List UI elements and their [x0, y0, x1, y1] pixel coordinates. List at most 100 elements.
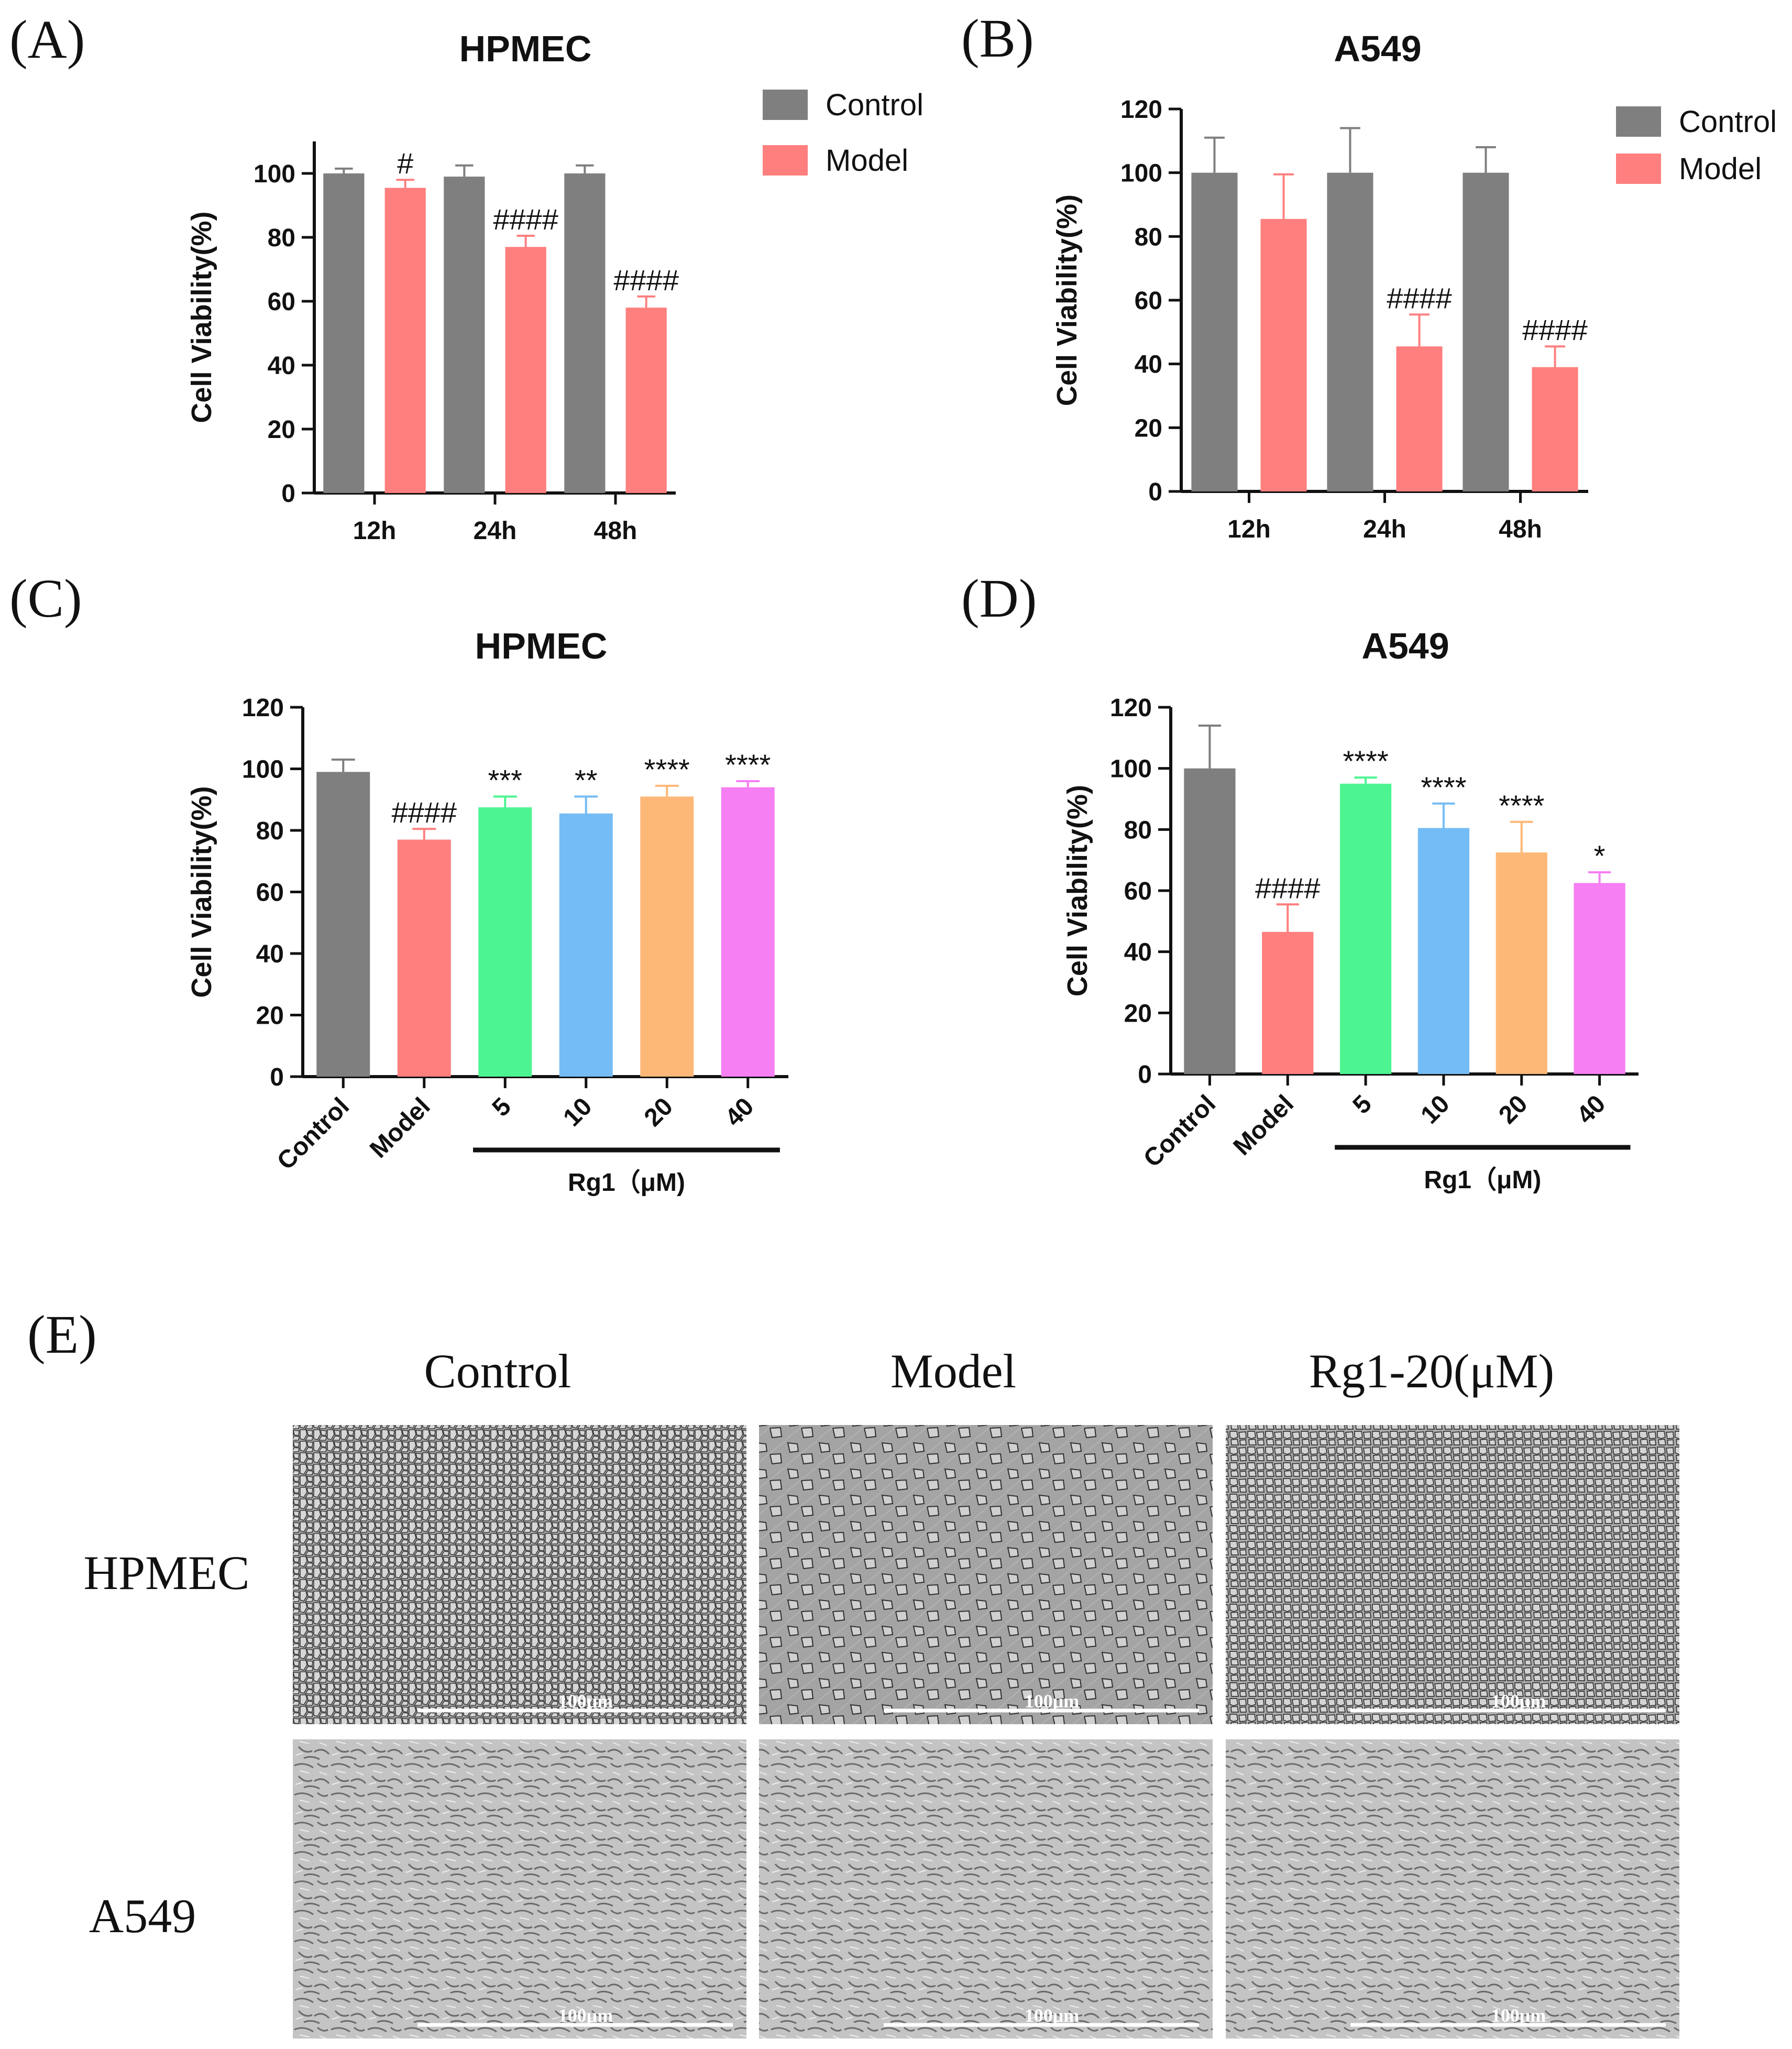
- group-10-bar: [1417, 828, 1470, 1074]
- chart-panel-b: (B) A549 0 20 40 60 80 100 120 Cell Viability(%) 1…: [961, 8, 1777, 543]
- model-12h-bar: [1260, 218, 1307, 491]
- x-axis-label: Rg1（μM): [1424, 1166, 1541, 1194]
- y-tick-label: 120: [242, 694, 284, 722]
- panel-label: (C): [9, 568, 82, 629]
- column-header: Control: [424, 1344, 571, 1398]
- x-tick-label: 24h: [1363, 516, 1406, 543]
- group-20-bar: [640, 796, 694, 1077]
- significance-label: ####: [1255, 871, 1321, 904]
- group-Model-bar: [1262, 932, 1314, 1074]
- y-tick-label: 60: [256, 879, 284, 907]
- panel-label: (B): [961, 8, 1034, 69]
- panel-label: (E): [27, 1305, 97, 1365]
- x-axis-label: Rg1（μM): [568, 1169, 685, 1197]
- y-tick-label: 80: [268, 224, 295, 252]
- significance-label: ***: [488, 763, 522, 796]
- column-header: Model: [890, 1344, 1016, 1398]
- y-axis-label: Cell Viability(%): [1051, 194, 1083, 406]
- y-tick-label: 0: [1138, 1061, 1152, 1089]
- model-48h-bar: [1532, 367, 1578, 491]
- chart-panel-a: (A) HPMEC 0 20 40 60 80 100 Cell Viability(%) 12h…: [9, 9, 924, 545]
- chart-title: HPMEC: [459, 28, 592, 69]
- group-10-bar: [559, 813, 613, 1077]
- x-tick-label: 48h: [594, 517, 637, 545]
- y-axis-label: Cell Viability(%): [1062, 785, 1093, 996]
- group-5-bar: [478, 807, 532, 1077]
- significance-label: ####: [1522, 313, 1588, 346]
- significance-label: *: [1594, 839, 1606, 872]
- micrograph-a549-0: [291, 1737, 749, 2041]
- micrograph-hpmec-0: [291, 1423, 749, 1726]
- significance-label: ****: [1421, 771, 1466, 804]
- micrograph-a549-2: [1224, 1737, 1681, 2041]
- significance-label: ****: [1499, 789, 1544, 822]
- control-24h-bar: [1327, 172, 1373, 492]
- y-axis-label: Cell Viability(%): [186, 786, 217, 998]
- group-Control-bar: [1184, 768, 1236, 1074]
- micrograph-hpmec-2: [1224, 1423, 1681, 1726]
- y-tick-label: 80: [256, 817, 284, 845]
- significance-label: ****: [644, 753, 690, 786]
- micrograph-a549-1: [757, 1737, 1215, 2041]
- y-tick-label: 80: [1124, 816, 1152, 844]
- y-tick-label: 120: [1120, 96, 1162, 124]
- x-tick-label: 12h: [353, 517, 397, 545]
- legend-swatch-model: [1616, 154, 1661, 184]
- y-tick-label: 60: [1135, 287, 1162, 315]
- scale-bar-label: 100μm: [558, 1691, 613, 1712]
- micrograph-hpmec-1: [757, 1423, 1215, 1726]
- row-header: A549: [89, 1889, 196, 1943]
- significance-label: ####: [391, 796, 457, 829]
- group-Model-bar: [397, 839, 451, 1077]
- group-40-bar: [1574, 883, 1625, 1074]
- y-tick-label: 20: [268, 416, 295, 444]
- y-tick-label: 100: [1110, 755, 1152, 783]
- group-20-bar: [1496, 852, 1547, 1074]
- control-12h-bar: [1191, 172, 1238, 492]
- model-24h-bar: [505, 247, 546, 493]
- significance-label: ****: [1343, 744, 1388, 777]
- significance-label: ####: [493, 203, 558, 236]
- model-48h-bar: [625, 308, 667, 493]
- group-5-bar: [1339, 783, 1392, 1074]
- y-tick-label: 40: [256, 940, 284, 968]
- legend-swatch-model: [763, 145, 808, 176]
- chart-title: HPMEC: [475, 626, 608, 666]
- y-tick-label: 120: [1110, 694, 1152, 722]
- y-tick-label: 100: [242, 756, 284, 784]
- y-tick-label: 60: [1124, 878, 1152, 905]
- y-tick-label: 40: [1135, 351, 1162, 379]
- y-tick-label: 40: [268, 352, 295, 380]
- control-48h-bar: [1463, 172, 1509, 492]
- scale-bar-label: 100μm: [1025, 1691, 1079, 1712]
- y-tick-label: 40: [1124, 939, 1152, 967]
- control-48h-bar: [564, 173, 606, 493]
- y-tick-label: 20: [1124, 1000, 1152, 1027]
- row-header: HPMEC: [84, 1546, 250, 1599]
- significance-label: **: [575, 763, 598, 796]
- group-40-bar: [721, 787, 775, 1077]
- significance-label: #: [397, 147, 413, 180]
- x-tick-label: 48h: [1499, 516, 1542, 543]
- chart-title: A549: [1334, 28, 1421, 69]
- legend-label-model: Model: [826, 144, 908, 178]
- y-tick-label: 100: [254, 160, 295, 188]
- control-24h-bar: [444, 177, 485, 494]
- legend-swatch-control: [763, 90, 808, 120]
- scale-bar-label: 100μm: [558, 2005, 613, 2026]
- scale-bar-label: 100μm: [1491, 2005, 1546, 2026]
- model-12h-bar: [384, 188, 426, 493]
- significance-label: ####: [613, 264, 679, 297]
- x-tick-label: 12h: [1227, 516, 1271, 543]
- significance-label: ****: [725, 748, 771, 781]
- model-24h-bar: [1396, 346, 1443, 491]
- panel-label: (D): [961, 568, 1037, 629]
- panel-label: (A): [9, 9, 85, 70]
- legend-label-model: Model: [1679, 152, 1762, 186]
- y-tick-label: 60: [268, 288, 295, 316]
- legend-label-control: Control: [826, 88, 924, 122]
- y-tick-label: 80: [1135, 223, 1162, 251]
- group-Control-bar: [316, 772, 370, 1077]
- significance-label: ####: [1387, 281, 1452, 314]
